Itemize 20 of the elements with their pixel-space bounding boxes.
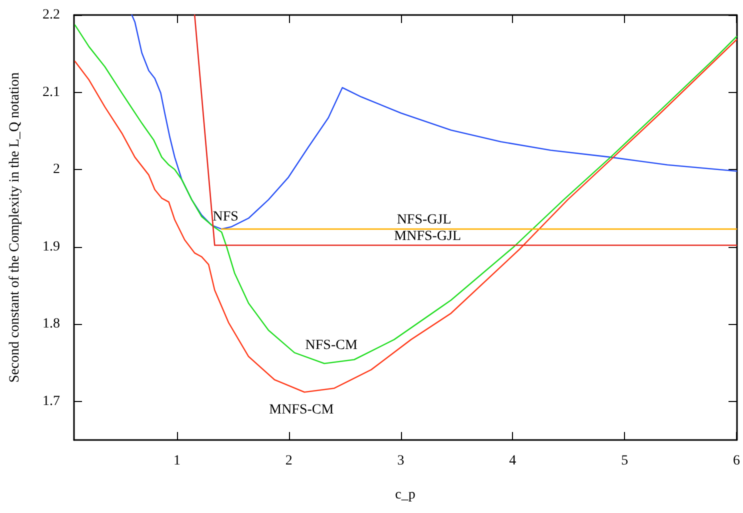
y-tick-label: 2 <box>53 162 60 178</box>
x-axis-title: c_p <box>395 488 416 502</box>
x-tick-label: 6 <box>733 454 740 468</box>
series-label: NFS-GJL <box>396 212 452 228</box>
y-axis-title: Second constant of the Complexity in the L_Q notation <box>8 72 22 383</box>
y-tick-label: 1.9 <box>42 239 60 254</box>
x-tick-label: 1 <box>173 454 180 468</box>
y-tick-label: 2.1 <box>42 84 60 100</box>
series-label: MNFS-CM <box>269 402 334 418</box>
y-tick-label: 1.7 <box>42 394 60 409</box>
y-tick-label: 1.8 <box>42 316 60 332</box>
series-label: NFS <box>212 210 238 225</box>
series-label: NFS-CM <box>305 338 358 353</box>
series-label: MNFS-GJL <box>394 228 462 244</box>
x-tick-label: 5 <box>621 454 628 468</box>
y-tick-label: 2.2 <box>42 8 60 22</box>
x-tick-label: 4 <box>509 454 516 468</box>
x-tick-label: 2 <box>285 454 292 468</box>
line-series <box>131 14 738 230</box>
x-tick-label: 3 <box>397 454 404 468</box>
